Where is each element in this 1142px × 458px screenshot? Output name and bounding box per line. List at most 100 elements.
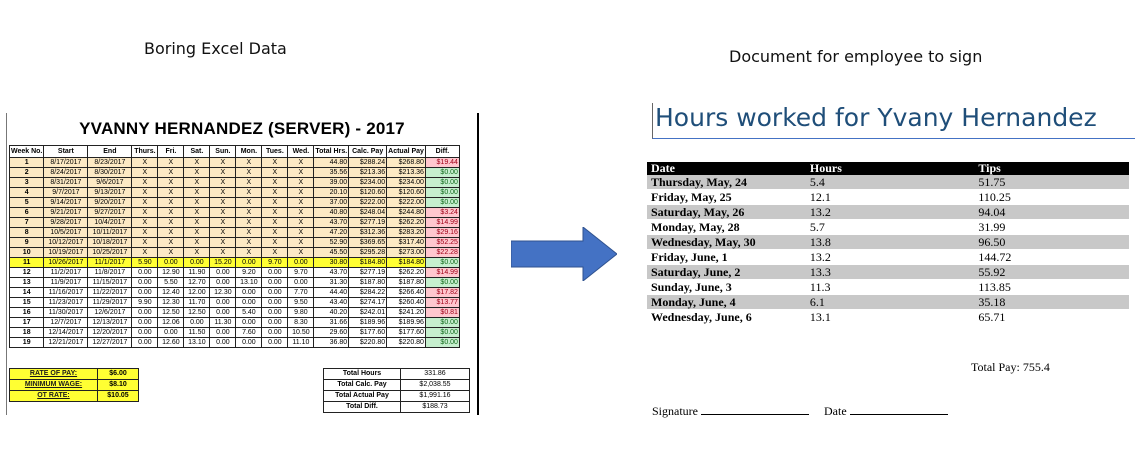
table-cell: X <box>157 217 185 228</box>
total-label: Total Calc. Pay <box>323 379 401 391</box>
table-cell: 0.00 <box>287 277 315 288</box>
table-cell: 0.00 <box>209 307 237 318</box>
table-cell: X <box>209 227 237 238</box>
hours-cell: 5.7 <box>805 219 975 235</box>
table-cell: 36.80 <box>313 337 350 348</box>
table-cell: 8/30/2017 <box>87 167 133 178</box>
table-cell: $120.60 <box>386 187 426 198</box>
table-cell: $234.00 <box>386 177 426 188</box>
caption-left: Boring Excel Data <box>144 39 287 58</box>
rate-row: RATE OF PAY: $6.00 <box>9 368 139 380</box>
table-cell: 11.10 <box>287 337 315 348</box>
table-cell: $213.36 <box>386 167 426 178</box>
date-line[interactable] <box>849 404 948 415</box>
table-cell: 0.00 <box>131 287 159 298</box>
hours-row: Wednesday, June, 6 13.1 65.71 <box>647 309 1129 325</box>
hours-header-row: Date Hours Tips <box>647 162 1129 175</box>
signature-label: Signature <box>652 404 698 418</box>
table-cell: 7.60 <box>235 327 263 338</box>
table-cell: 0.00 <box>131 277 159 288</box>
table-cell: 7.70 <box>287 287 315 298</box>
table-cell: 11/9/2017 <box>43 277 89 288</box>
table-row: 12 11/2/2017 11/8/2017 0.00 12.90 11.90 0.00 9.… <box>8 267 460 278</box>
table-cell: 10/4/2017 <box>87 217 133 228</box>
table-cell: X <box>209 197 237 208</box>
table-cell: $120.60 <box>348 187 388 198</box>
rates-table: RATE OF PAY: $6.00 MINIMUM WAGE: $8.10 OT RA… <box>9 368 139 402</box>
total-value: $1,991.16 <box>400 390 470 402</box>
table-row: 11 10/26/2017 11/1/2017 5.90 0.00 0.00 15.20 0.… <box>8 257 460 268</box>
totals-table: Total Hours 331.86 Total Calc. Pay $2,038.5… <box>323 368 470 413</box>
table-cell: 20.10 <box>313 187 350 198</box>
table-cell: 10/11/2017 <box>87 227 133 238</box>
total-row: Total Actual Pay $1,991.16 <box>323 390 470 402</box>
header-tips: Tips <box>974 162 1129 175</box>
table-cell: $284.22 <box>348 287 388 298</box>
table-cell: X <box>287 167 315 178</box>
hours-row: Friday, June, 1 13.2 144.72 <box>647 249 1129 265</box>
table-cell: $234.00 <box>348 177 388 188</box>
table-cell: 12 <box>8 267 45 278</box>
table-cell: $268.80 <box>386 157 426 168</box>
table-cell: 12.30 <box>157 297 185 308</box>
table-cell: 11.70 <box>183 297 211 308</box>
table-cell: 0.00 <box>235 297 263 308</box>
table-cell: X <box>157 177 185 188</box>
total-row: Total Diff. $188.73 <box>323 401 470 413</box>
tips-cell: 96.50 <box>974 234 1129 250</box>
hours-row: Friday, May, 25 12.1 110.25 <box>647 189 1129 205</box>
table-cell: 10/12/2017 <box>43 237 89 248</box>
table-cell: X <box>235 217 263 228</box>
table-cell: X <box>131 187 159 198</box>
right-arrow-icon <box>511 227 617 281</box>
table-cell: 10/5/2017 <box>43 227 89 238</box>
table-cell: 19 <box>8 337 45 348</box>
table-cell: X <box>287 197 315 208</box>
table-cell: 17 <box>8 317 45 328</box>
table-row: 7 9/28/2017 10/4/2017 X X X X X X X 43.70 $277.19 $2… <box>8 217 460 228</box>
hours-cell: 12.1 <box>805 189 975 205</box>
table-cell: 2 <box>8 167 45 178</box>
table-cell: $22.28 <box>424 247 460 258</box>
table-cell: 12/7/2017 <box>43 317 89 328</box>
table-cell: X <box>235 247 263 258</box>
table-cell: 12.50 <box>157 307 185 318</box>
table-cell: 0.00 <box>261 297 289 308</box>
date-label: Date <box>824 404 847 418</box>
date-cell: Saturday, June, 2 <box>647 264 806 280</box>
tips-cell: 113.85 <box>974 279 1129 295</box>
total-value: 331.86 <box>400 368 470 380</box>
table-cell: $213.36 <box>348 167 388 178</box>
table-cell: 44.40 <box>313 287 350 298</box>
table-cell: X <box>235 197 263 208</box>
table-cell: 44.80 <box>313 157 350 168</box>
table-cell: X <box>235 177 263 188</box>
table-cell: 8.30 <box>287 317 315 328</box>
table-cell: $369.65 <box>348 237 388 248</box>
signature-line[interactable] <box>701 404 809 415</box>
table-cell: X <box>183 177 211 188</box>
table-cell: $189.96 <box>348 317 388 328</box>
table-cell: X <box>261 187 289 198</box>
table-cell: X <box>209 157 237 168</box>
table-cell: 12/14/2017 <box>43 327 89 338</box>
hours-cell: 13.1 <box>805 309 975 325</box>
hours-table: Date Hours Tips Thursday, May, 24 5.4 51.7… <box>647 162 1129 325</box>
table-cell: 11/30/2017 <box>43 307 89 318</box>
table-cell: $177.60 <box>386 327 426 338</box>
date-cell: Friday, May, 25 <box>647 189 806 205</box>
table-cell: $220.80 <box>386 337 426 348</box>
table-cell: X <box>131 207 159 218</box>
table-cell: X <box>287 247 315 258</box>
table-cell: 12/21/2017 <box>43 337 89 348</box>
table-cell: $244.80 <box>386 207 426 218</box>
table-cell: X <box>131 197 159 208</box>
table-cell: $189.96 <box>386 317 426 328</box>
table-cell: 0.00 <box>235 257 263 268</box>
table-cell: 0.00 <box>261 317 289 328</box>
table-cell: 0.00 <box>209 297 237 308</box>
table-cell: $184.80 <box>386 257 426 268</box>
table-cell: $187.80 <box>348 277 388 288</box>
table-cell: X <box>131 177 159 188</box>
table-cell: 12.60 <box>157 337 185 348</box>
